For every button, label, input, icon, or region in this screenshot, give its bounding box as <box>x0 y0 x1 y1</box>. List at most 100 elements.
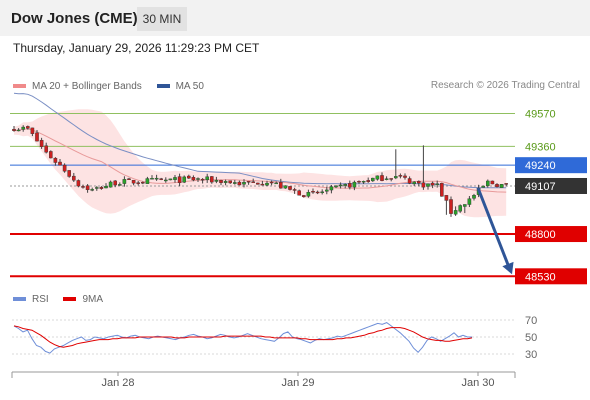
ma9-swatch <box>63 297 77 301</box>
candle-body <box>398 175 403 177</box>
rsi-swatch <box>13 297 26 301</box>
candle-body <box>117 184 122 186</box>
level-label-bg-5 <box>515 268 587 285</box>
candle-body <box>348 183 352 188</box>
candle-body <box>366 180 371 182</box>
candle-body <box>417 180 421 184</box>
candle-body <box>30 127 35 134</box>
candle-body <box>338 184 343 187</box>
candle-body <box>251 181 256 183</box>
candle-body <box>209 176 214 183</box>
level-label-2: 49240 <box>525 160 556 172</box>
candle-body <box>375 175 380 180</box>
rsi-legend: RSI 9MA <box>13 293 115 305</box>
rsi-tick-label: 50 <box>525 332 537 344</box>
candle-body <box>495 184 499 188</box>
candle-body <box>76 180 81 187</box>
candle-body <box>44 145 48 153</box>
instrument-title: Dow Jones (CME) <box>11 10 138 27</box>
candle-body <box>90 189 94 191</box>
time-axis-label: Jan 28 <box>101 377 134 389</box>
candle-body <box>150 178 154 180</box>
credit-text: Research © 2026 Trading Central <box>430 80 580 91</box>
candle-body <box>269 181 274 184</box>
candle-body <box>228 180 233 184</box>
candle-body <box>361 181 366 183</box>
header-bar: Dow Jones (CME) 30 MIN <box>0 0 590 36</box>
candle-body <box>274 182 279 185</box>
candle-body <box>62 164 67 172</box>
candle-body <box>426 183 430 187</box>
level-label-0: 49570 <box>525 109 556 121</box>
candle-body <box>21 126 26 130</box>
ma50-swatch <box>156 84 170 88</box>
candle-body <box>352 181 357 188</box>
candle-body <box>58 161 62 166</box>
candle-body <box>219 180 223 183</box>
candle-body <box>39 139 44 147</box>
forecast-arrow <box>476 187 511 268</box>
candle-body <box>168 178 173 181</box>
candle-body <box>136 182 141 184</box>
candle-body <box>458 205 463 212</box>
candle-body <box>71 175 76 181</box>
candle-body <box>16 129 21 132</box>
candle-body <box>191 177 196 181</box>
candle-body <box>85 185 90 191</box>
candle-body <box>279 181 283 189</box>
candle-body <box>173 177 177 180</box>
candle-body <box>453 210 458 215</box>
candle-body <box>490 180 495 185</box>
candle-body <box>237 181 242 186</box>
candle-body <box>329 186 334 191</box>
forecast-arrow-head <box>502 261 514 275</box>
candle-body <box>242 182 246 185</box>
candle-body <box>196 178 200 180</box>
candle-body <box>384 178 389 180</box>
candle-body <box>403 175 407 178</box>
bollinger-band <box>14 109 507 218</box>
candle-body <box>104 186 108 189</box>
candle-body <box>288 186 292 190</box>
candle-body <box>200 178 205 181</box>
candle-body <box>292 189 297 191</box>
timeframe-button[interactable]: 30 MIN <box>137 7 187 31</box>
candle-body <box>140 182 145 184</box>
candle-body <box>12 128 16 131</box>
candle-body <box>223 181 228 183</box>
level-label-1: 49360 <box>525 141 556 153</box>
legend-ma50-label: MA 50 <box>175 80 204 92</box>
candle-body <box>421 182 426 188</box>
candle-body <box>163 179 168 182</box>
candle-body <box>108 181 113 188</box>
ma20-line <box>13 128 507 193</box>
candle-body <box>214 179 219 182</box>
candle-body <box>283 185 288 189</box>
candle-body <box>315 191 320 194</box>
rsi-tick-label: 30 <box>525 349 537 361</box>
candle-body <box>389 178 394 180</box>
candle-body <box>325 189 329 192</box>
candle-body <box>265 182 269 186</box>
candle-body <box>145 178 150 184</box>
candle-body <box>481 185 486 188</box>
candle-body <box>430 182 435 186</box>
candle-body <box>81 186 85 188</box>
candle-body <box>357 181 361 183</box>
candle-body <box>159 178 164 180</box>
candle-body <box>260 183 265 186</box>
legend-ma20-label: MA 20 + Bollinger Bands <box>32 80 142 92</box>
candle-body <box>306 192 311 197</box>
candle-body <box>182 176 187 183</box>
candle-body <box>334 185 338 188</box>
candle-body <box>297 190 302 196</box>
legend-rsi: RSI <box>13 294 49 305</box>
price-legend: MA 20 + Bollinger Bands MA 50 <box>13 80 216 92</box>
candle-body <box>467 198 472 205</box>
level-label-5: 48530 <box>525 271 556 283</box>
candle-body <box>186 175 191 179</box>
legend-ma50: MA 50 <box>156 80 204 92</box>
candle-body <box>94 187 99 189</box>
time-axis-label: Jan 29 <box>281 377 314 389</box>
candle-body <box>343 184 348 186</box>
